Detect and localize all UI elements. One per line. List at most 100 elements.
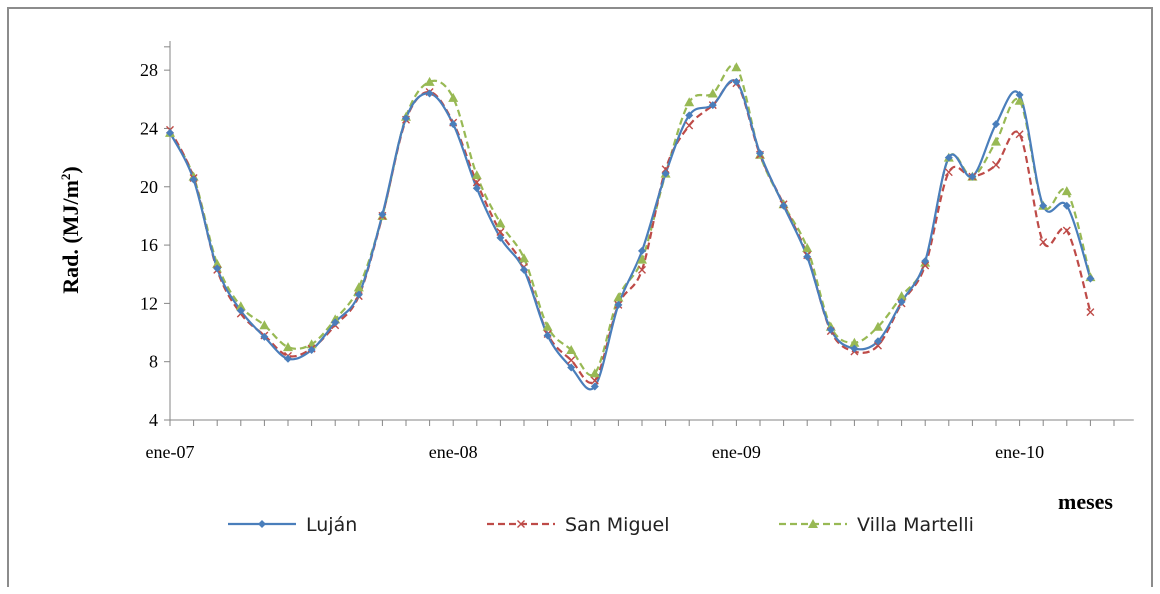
data-point-san-miguel (496, 227, 505, 236)
data-point-san-miguel (1015, 130, 1024, 139)
data-point-luj-n (992, 120, 1000, 129)
data-point-luj-n (897, 297, 906, 306)
data-point-luj-n (1015, 90, 1024, 99)
y-tick-label: 16 (140, 235, 158, 255)
data-point-villa-martelli (1014, 95, 1025, 105)
x-tick-label: ene-10 (995, 442, 1044, 462)
legend-marker-luj-n (258, 520, 266, 528)
data-point-luj-n (708, 101, 717, 110)
data-point-luj-n (614, 300, 623, 309)
x-tick-label: ene-07 (146, 442, 195, 462)
data-point-luj-n (803, 252, 812, 261)
data-point-luj-n (661, 169, 670, 178)
data-point-san-miguel (874, 341, 882, 350)
data-point-san-miguel (567, 356, 576, 365)
data-point-villa-martelli (873, 321, 883, 331)
data-point-villa-martelli (212, 259, 223, 269)
data-point-san-miguel (1039, 238, 1048, 247)
data-point-luj-n (307, 346, 316, 355)
data-point-villa-martelli (637, 254, 647, 264)
data-point-villa-martelli (991, 136, 1001, 146)
data-point-san-miguel (590, 376, 599, 385)
data-point-villa-martelli (542, 321, 553, 331)
data-point-luj-n (1086, 274, 1095, 283)
legend-label-san-miguel: San Miguel (565, 514, 670, 536)
data-point-luj-n (425, 89, 434, 98)
data-point-villa-martelli (519, 253, 529, 263)
legend-label-villa-martelli: Villa Martelli (857, 514, 974, 536)
data-point-luj-n (378, 210, 387, 219)
data-point-luj-n (354, 290, 363, 299)
data-point-san-miguel (1086, 308, 1095, 317)
legend: Luján San Miguel Villa Martelli (228, 514, 974, 536)
data-point-san-miguel (992, 160, 1000, 169)
y-tick-label: 4 (149, 410, 158, 430)
data-point-luj-n (685, 111, 694, 120)
data-point-luj-n (826, 325, 835, 334)
data-point-san-miguel (944, 168, 953, 177)
axes (164, 41, 1134, 426)
x-tick-label: ene-08 (429, 442, 478, 462)
data-point-villa-martelli (448, 92, 459, 102)
data-point-luj-n (284, 354, 292, 363)
data-point-villa-martelli (1061, 186, 1072, 196)
y-tick-label: 12 (140, 293, 158, 313)
data-point-villa-martelli (613, 292, 624, 302)
y-tick-label: 8 (149, 352, 158, 372)
data-point-villa-martelli (802, 242, 813, 252)
data-point-villa-martelli (707, 88, 718, 98)
data-point-villa-martelli (353, 282, 364, 292)
data-point-luj-n (166, 128, 174, 137)
legend-label-luj-n: Luján (306, 514, 357, 536)
data-point-luj-n (874, 337, 882, 346)
data-point-luj-n (449, 120, 458, 129)
chart-frame (7, 7, 1153, 587)
data-point-villa-martelli (566, 345, 577, 355)
data-point-villa-martelli (849, 337, 860, 347)
tick-labels: 4 8 12 16 20 24 28 ene-07 ene-08 ene-09 ene-10 (140, 60, 1044, 462)
series-line-villa-martelli (169, 64, 1092, 377)
data-point-san-miguel (638, 265, 646, 274)
data-point-luj-n (779, 201, 788, 210)
x-tick-label: ene-09 (712, 442, 761, 462)
data-point-luj-n (189, 175, 198, 184)
data-point-luj-n (543, 331, 552, 340)
data-point-luj-n (638, 246, 646, 255)
data-point-luj-n (756, 149, 764, 158)
data-point-villa-martelli (283, 342, 293, 352)
series-markers (165, 62, 1096, 391)
data-point-luj-n (850, 344, 859, 353)
data-point-san-miguel (1062, 226, 1071, 235)
y-tick-label: 28 (140, 60, 158, 80)
series-lines (169, 64, 1092, 391)
series-line-san-miguel (169, 80, 1092, 384)
data-point-luj-n (472, 184, 481, 193)
data-point-luj-n (732, 77, 741, 86)
data-point-villa-martelli (471, 170, 482, 180)
data-point-villa-martelli (731, 62, 742, 72)
data-point-villa-martelli (259, 320, 270, 330)
data-point-villa-martelli (495, 218, 506, 228)
data-point-luj-n (520, 265, 528, 274)
data-point-luj-n (1039, 201, 1048, 210)
data-point-luj-n (402, 114, 410, 123)
y-tick-label: 24 (140, 118, 158, 138)
data-point-luj-n (213, 264, 222, 273)
data-point-san-miguel (472, 178, 481, 187)
data-point-villa-martelli (424, 76, 435, 86)
data-point-san-miguel (685, 121, 694, 130)
data-point-luj-n (590, 382, 599, 391)
data-point-luj-n (236, 306, 245, 315)
series-line-luj-n (169, 79, 1092, 391)
data-point-san-miguel (661, 165, 670, 174)
data-point-luj-n (1062, 201, 1071, 210)
legend-marker-villa-martelli (808, 519, 818, 528)
data-point-luj-n (968, 172, 977, 181)
data-point-san-miguel (921, 261, 930, 270)
data-point-villa-martelli (684, 97, 695, 107)
data-point-luj-n (260, 332, 269, 341)
legend-marker-san-miguel (517, 520, 525, 528)
data-point-villa-martelli (235, 301, 246, 311)
data-point-luj-n (921, 257, 930, 266)
